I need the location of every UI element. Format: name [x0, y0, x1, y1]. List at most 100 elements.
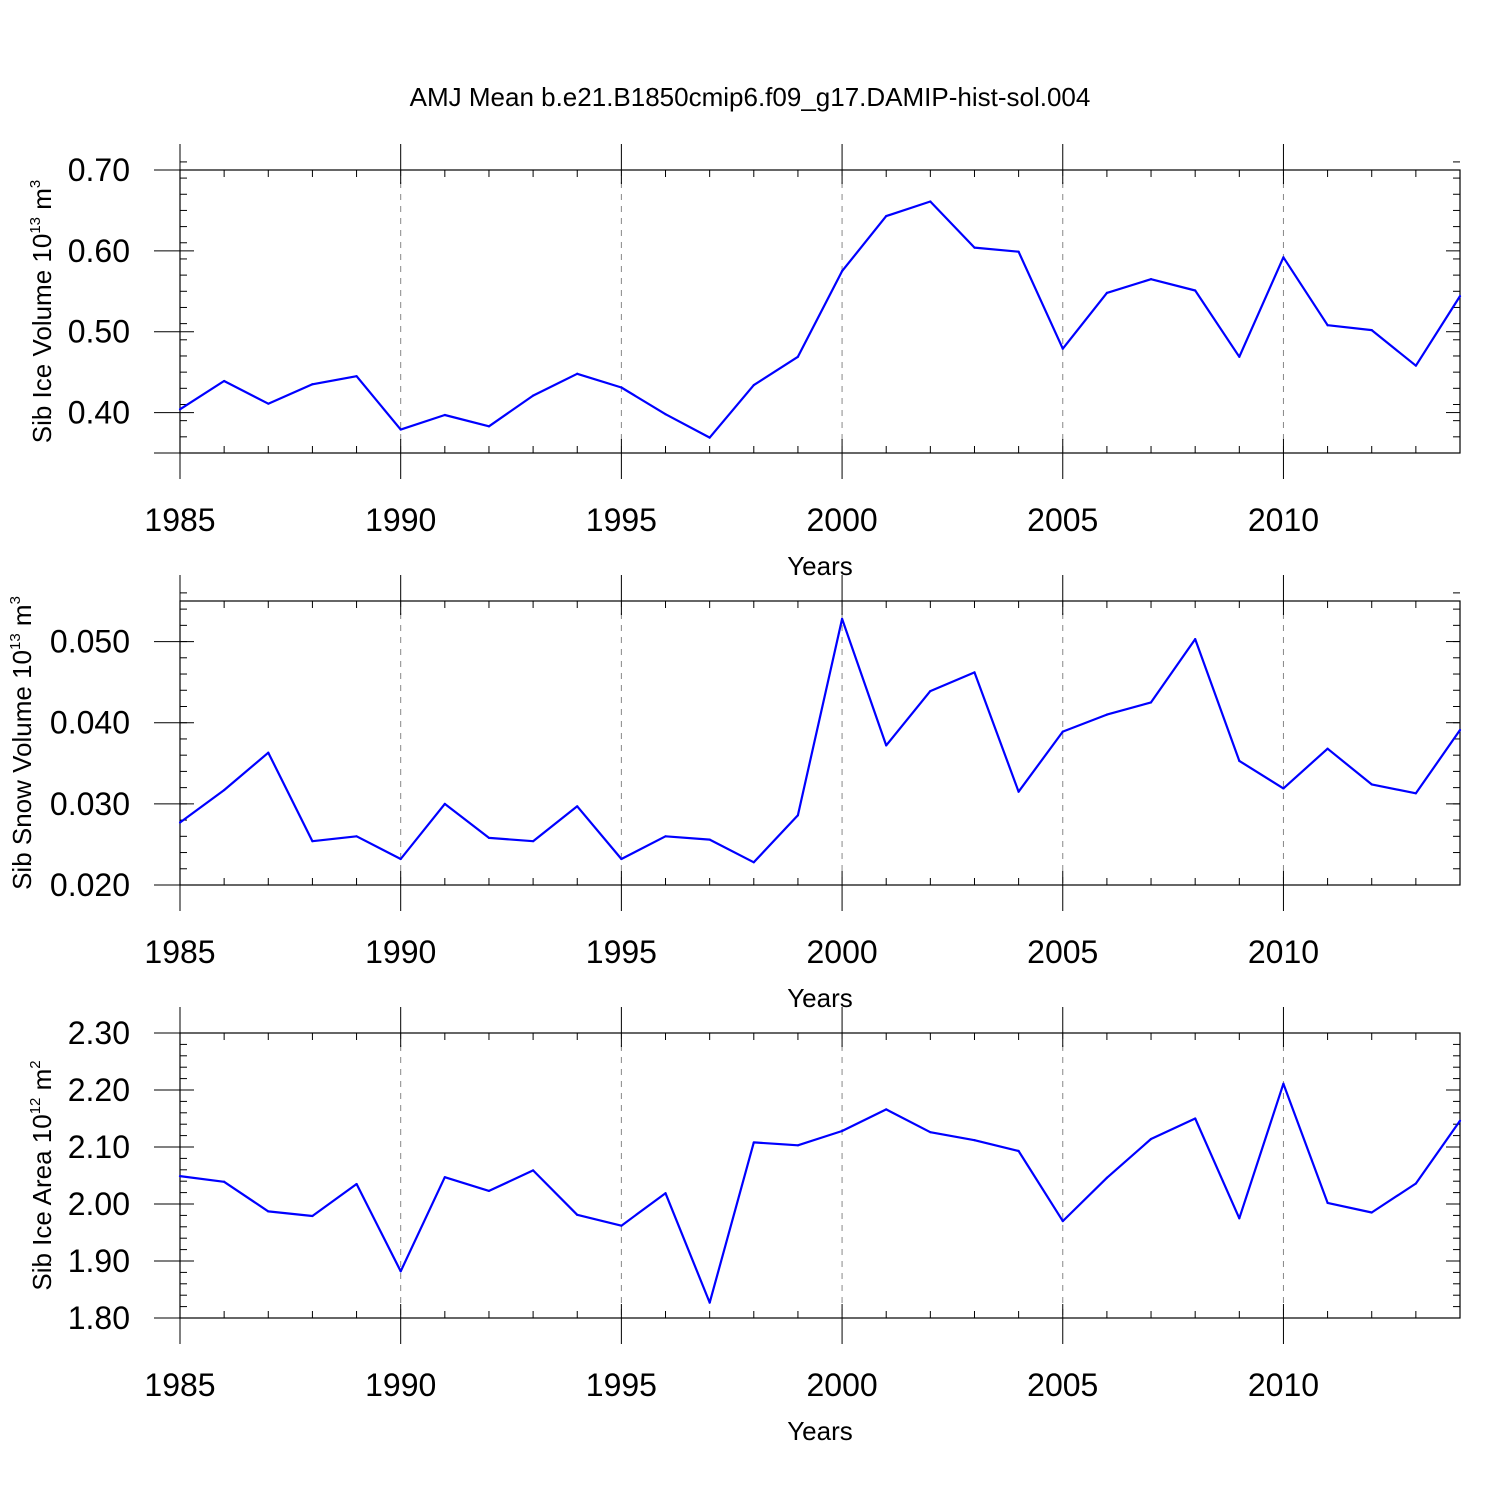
- data-point-1986: [223, 788, 226, 792]
- data-point-2007: [1149, 701, 1153, 704]
- data-point-2002: [929, 1131, 932, 1134]
- data-point-2012: [1370, 783, 1373, 786]
- data-point-2005: [1061, 730, 1064, 733]
- data-point-2009: [1238, 1217, 1241, 1220]
- y-axis-title: Sib Snow Volume 1013 m3: [7, 596, 37, 890]
- y-axis-title-unit: m: [27, 188, 57, 217]
- data-point-1996: [664, 1192, 667, 1195]
- data-point-2011: [1326, 324, 1329, 327]
- x-axis-title: Years: [787, 1416, 853, 1446]
- data-point-2008: [1194, 289, 1197, 292]
- data-point-1991: [443, 802, 446, 805]
- data-point-2008: [1194, 1117, 1197, 1120]
- data-point-2006: [1105, 713, 1108, 716]
- panel-sib-snow-volume: 1985 1990 1995 2000 2005 2010 Years 0.020 0.030 0…: [7, 575, 1462, 1013]
- y-axis-title-exponent: 13: [7, 633, 24, 650]
- data-point-2012: [1370, 1211, 1373, 1214]
- y-axis-title-unit-exponent: 3: [27, 180, 44, 188]
- y-tick-label: 1.80: [68, 1300, 130, 1336]
- data-point-2007: [1149, 278, 1153, 281]
- data-point-1997: [708, 1301, 711, 1304]
- data-point-2012: [1370, 328, 1373, 332]
- y-axis-title: Sib Ice Area 1012 m2: [27, 1060, 57, 1290]
- data-point-1986: [223, 1180, 226, 1183]
- x-tick-label: 2000: [806, 502, 877, 538]
- x-tick-label: 2010: [1248, 934, 1319, 970]
- data-point-2001: [885, 1108, 888, 1111]
- data-point-2003: [973, 246, 976, 249]
- y-axis-title-unit-exponent: 3: [7, 596, 24, 604]
- panels: 1985 1990 1995 2000 2005 2010 Years 0.40 0.50 0.6…: [7, 144, 1462, 1446]
- y-axis-title-unit-exponent: 2: [27, 1060, 44, 1068]
- series-line-sib-ice-area: [179, 1082, 1461, 1304]
- x-tick-label: 1990: [365, 934, 436, 970]
- data-point-1986: [223, 379, 226, 383]
- x-tick-label: 2005: [1027, 502, 1098, 538]
- data-point-1987: [267, 402, 270, 405]
- data-point-1993: [532, 840, 535, 843]
- data-point-2010: [1282, 1082, 1285, 1085]
- data-point-1995: [620, 386, 623, 389]
- data-point-2002: [929, 200, 932, 203]
- data-point-2013: [1414, 364, 1417, 367]
- y-axis-title-unit: m: [27, 1069, 57, 1098]
- data-point-1995: [620, 1224, 623, 1227]
- x-tick-label: 2000: [806, 1367, 877, 1403]
- x-tick-label: 1985: [144, 502, 215, 538]
- data-point-1990: [399, 1270, 402, 1273]
- x-tick-label: 1990: [365, 502, 436, 538]
- data-point-1987: [267, 1210, 270, 1213]
- data-point-1996: [664, 413, 667, 416]
- y-tick-label: 0.040: [50, 705, 130, 741]
- data-point-2002: [929, 689, 932, 693]
- x-axis-title: Years: [787, 983, 853, 1013]
- data-point-1985: [178, 821, 182, 824]
- y-axis-title-main: Sib Ice Area 10: [27, 1114, 57, 1290]
- x-tick-label: 2005: [1027, 1367, 1098, 1403]
- data-point-1988: [311, 383, 314, 386]
- chart-title: AMJ Mean b.e21.B1850cmip6.f09_g17.DAMIP-…: [410, 82, 1091, 112]
- data-point-2004: [1017, 790, 1020, 793]
- x-tick-label: 1990: [365, 1367, 436, 1403]
- data-point-2000: [840, 269, 844, 273]
- plot-frame: [179, 600, 1461, 886]
- data-point-2010: [1282, 256, 1285, 259]
- y-axis-title-main: Sib Snow Volume 10: [7, 650, 37, 890]
- data-point-1987: [267, 751, 270, 754]
- data-point-2014: [1458, 1119, 1462, 1122]
- data-point-2014: [1458, 295, 1462, 298]
- data-point-2011: [1326, 1201, 1329, 1204]
- data-point-1994: [576, 805, 579, 808]
- y-tick-label: 2.00: [68, 1186, 130, 1222]
- data-point-2003: [973, 671, 976, 674]
- data-point-1997: [708, 436, 711, 439]
- data-point-2007: [1149, 1137, 1153, 1141]
- data-point-1989: [355, 1182, 358, 1186]
- data-point-1992: [487, 1189, 491, 1192]
- data-point-1995: [620, 857, 623, 861]
- data-point-2000: [840, 1129, 844, 1133]
- data-point-2011: [1326, 747, 1329, 750]
- data-point-2005: [1061, 347, 1064, 350]
- data-point-1991: [443, 1176, 446, 1179]
- data-point-1998: [752, 861, 755, 864]
- data-point-1992: [487, 425, 491, 428]
- data-point-2006: [1105, 291, 1108, 295]
- data-point-1996: [664, 835, 667, 838]
- y-tick-label: 0.020: [50, 867, 130, 903]
- data-point-1999: [796, 1144, 800, 1147]
- data-point-1992: [487, 836, 491, 840]
- data-point-2003: [973, 1139, 976, 1142]
- data-point-1993: [532, 1169, 535, 1172]
- series-line-sib-ice-volume: [179, 200, 1461, 439]
- plot-frame: [179, 1032, 1461, 1319]
- y-tick-label: 0.50: [68, 314, 130, 350]
- data-point-1998: [752, 1141, 755, 1144]
- data-point-1993: [532, 394, 535, 397]
- x-axis-title: Years: [787, 551, 853, 581]
- x-tick-label: 2000: [806, 934, 877, 970]
- x-tick-label: 1995: [586, 502, 657, 538]
- data-point-1998: [752, 383, 755, 387]
- x-tick-label: 1995: [586, 1367, 657, 1403]
